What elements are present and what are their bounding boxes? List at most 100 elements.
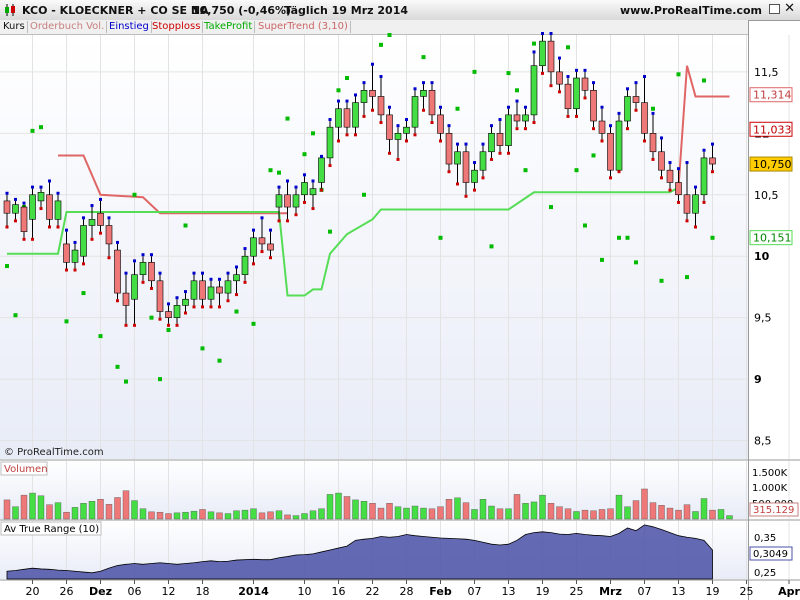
candle-body (250, 237, 257, 257)
legend-stoploss[interactable]: Stopploss (150, 21, 204, 33)
legend-orderbook-volume[interactable]: Orderbuch Vol. (28, 21, 108, 33)
legend-supertrend[interactable]: SuperTrend (3,10) (256, 21, 351, 33)
candle-body (522, 114, 529, 122)
volume-bar (360, 501, 368, 520)
stoploss-marker (90, 237, 94, 241)
takeprofit-point (13, 313, 18, 318)
candle-body (173, 305, 181, 318)
volume-bar (437, 506, 444, 520)
takeprofit-point (336, 88, 341, 93)
takeprofit-point (421, 55, 426, 60)
candle-body (692, 194, 699, 214)
volume-bar (182, 511, 189, 520)
candle-body (343, 108, 351, 128)
candle-body (462, 151, 470, 183)
candle-body (649, 133, 657, 153)
period-date: Täglich 19 Mrz 2014 (284, 4, 408, 17)
entry-marker (583, 68, 587, 72)
volume-bar (496, 508, 504, 520)
candle-body (148, 262, 155, 282)
high-last-box (749, 121, 793, 137)
entry-marker (124, 271, 128, 275)
candle-body (233, 274, 240, 282)
supertrend-last-label: 11,314 (753, 89, 792, 102)
volume-bar (20, 494, 28, 520)
volume-bar (216, 512, 223, 520)
takeprofit-last-box (749, 230, 793, 246)
stoploss-marker (396, 157, 400, 161)
volume-bar (428, 508, 436, 520)
takeprofit-point (302, 152, 307, 157)
entry-marker (617, 111, 621, 115)
entry-marker (22, 201, 26, 205)
site-url[interactable]: www.ProRealTime.com (619, 4, 762, 17)
volume-bar (241, 509, 249, 520)
entry-marker (515, 99, 519, 103)
stoploss-marker (124, 323, 128, 327)
stoploss-marker (277, 219, 281, 223)
entry-marker (82, 216, 85, 220)
candle-body (241, 255, 249, 275)
candle-body (471, 169, 478, 183)
stoploss-marker (337, 139, 340, 143)
volume-bar (522, 503, 529, 520)
date-tick-label: 22 (366, 585, 380, 598)
entry-marker (328, 118, 332, 122)
takeprofit-point (362, 192, 366, 197)
stoploss-marker (609, 176, 612, 180)
stoploss-marker (31, 237, 34, 241)
candle-body (156, 280, 164, 312)
candle-body (199, 280, 206, 300)
candle-body (394, 133, 402, 140)
stoploss-marker (439, 139, 442, 143)
volume-last-value: 315.129 (753, 505, 794, 516)
stoploss-marker (549, 84, 553, 88)
volume-bar (394, 506, 402, 520)
stoploss-marker (413, 133, 417, 137)
entry-marker (439, 105, 442, 109)
legend-kurs[interactable]: Kurs (1, 21, 28, 33)
entry-marker (362, 81, 366, 85)
volume-bar (267, 511, 274, 520)
close-icon[interactable]: ✕ (784, 1, 795, 16)
entry-marker (31, 185, 34, 189)
stoploss-marker (430, 121, 434, 125)
candle-body (335, 108, 342, 128)
entry-marker (235, 265, 238, 269)
stoploss-marker (515, 127, 519, 131)
date-tick-label: 25 (570, 585, 584, 598)
volume-bar (709, 509, 716, 520)
atr-last-box (749, 546, 793, 561)
stoploss-marker (371, 108, 374, 112)
maximize-icon[interactable] (769, 4, 780, 14)
volume-bar (573, 511, 580, 520)
atr-tick: 0,25 (754, 568, 776, 579)
takeprofit-point (132, 192, 137, 197)
entry-marker (39, 185, 43, 189)
atr-last-value: 0,3049 (753, 549, 788, 560)
volume-bar (666, 507, 674, 520)
stoploss-marker (702, 200, 706, 204)
candle-body (403, 126, 410, 134)
stoploss-marker (447, 170, 451, 174)
takeprofit-point (685, 275, 689, 280)
volume-bar (641, 488, 648, 520)
stoploss-marker (626, 127, 629, 131)
candle-body (258, 237, 266, 245)
entry-marker (396, 124, 400, 128)
stoploss-marker (218, 305, 221, 309)
legend-entry[interactable]: Einstieg (107, 21, 152, 33)
volume-bar (46, 504, 53, 520)
volume-bar (675, 509, 682, 520)
stoploss-marker (286, 219, 289, 223)
entry-marker (345, 99, 349, 103)
candle-body (12, 204, 19, 214)
volume-bar (411, 505, 419, 520)
volume-bar (547, 503, 555, 520)
legend-takeprofit[interactable]: TakeProfit (202, 21, 256, 33)
candle-body (683, 194, 691, 214)
entry-marker (549, 32, 553, 35)
last-price-label: 10,750 (753, 158, 792, 171)
stoploss-marker (668, 188, 672, 192)
candle-body (632, 96, 640, 103)
